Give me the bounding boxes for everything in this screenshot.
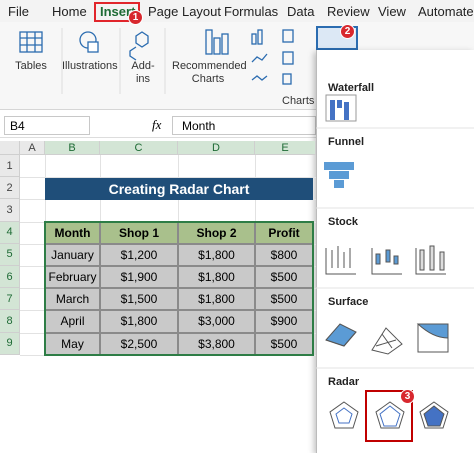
ribbon-tab[interactable]: Data xyxy=(287,4,315,19)
menu-section-label: Radar xyxy=(328,376,360,388)
table-cell: $1,800 xyxy=(178,288,255,311)
row-header: 3 xyxy=(0,199,20,222)
menu-section-label: Waterfall xyxy=(328,82,375,94)
ribbon-label[interactable]: Charts xyxy=(191,73,225,85)
tab-bar xyxy=(0,0,474,22)
fx-label: fx xyxy=(152,117,162,132)
grid-line xyxy=(20,177,316,179)
table-cell: $500 xyxy=(255,266,313,289)
name-box-frame xyxy=(4,116,90,135)
menu-section-label: Funnel xyxy=(328,136,365,148)
table-cell: $1,500 xyxy=(100,288,178,311)
row-header: 9 xyxy=(0,332,20,355)
ribbon-tab[interactable]: View xyxy=(378,4,406,19)
ribbon-tab[interactable]: Home xyxy=(52,4,87,19)
row-header: 4 xyxy=(0,221,20,244)
table-cell: $3,000 xyxy=(178,310,255,333)
ribbon-tab[interactable]: Automate xyxy=(418,4,474,19)
ribbon-label[interactable]: Tables xyxy=(15,60,47,72)
table-cell: March xyxy=(45,288,100,311)
table-header-cell: Profit xyxy=(255,221,313,244)
row-header: 2 xyxy=(0,177,20,200)
step-badge: 2 xyxy=(340,24,355,39)
column-header: D xyxy=(178,141,255,155)
table-outline xyxy=(44,220,314,356)
ribbon-icons xyxy=(19,28,294,94)
row-header: 5 xyxy=(0,243,20,266)
ribbon-tab[interactable]: File xyxy=(8,4,29,19)
name-box[interactable]: B4 xyxy=(10,119,25,133)
table-cell: $1,800 xyxy=(178,266,255,289)
row-header: 7 xyxy=(0,288,20,311)
menu-section-label: Surface xyxy=(328,296,369,308)
title-banner: Creating Radar Chart xyxy=(45,178,313,201)
ribbon-tab[interactable]: Review xyxy=(327,4,370,19)
table-cell: $1,800 xyxy=(178,243,255,266)
column-header: E xyxy=(255,141,316,155)
column-header: B xyxy=(45,141,100,155)
ribbon-tab[interactable]: Insert xyxy=(100,4,136,19)
formula-content[interactable]: Month xyxy=(182,119,216,133)
row-header: 8 xyxy=(0,310,20,333)
table-cell: $1,800 xyxy=(100,310,178,333)
ribbon-label[interactable]: ins xyxy=(135,73,151,85)
ribbon-tab[interactable]: Page Layout xyxy=(148,4,222,19)
column-header: C xyxy=(100,141,178,155)
table-cell: $2,500 xyxy=(100,332,178,355)
chart-menu xyxy=(316,50,474,453)
table-cell: $500 xyxy=(255,288,313,311)
formula-input-frame xyxy=(172,116,316,135)
menu-section-label: Stock xyxy=(328,216,358,228)
corner-header xyxy=(0,141,20,155)
table-cell: $1,200 xyxy=(100,243,178,266)
table-cell: $1,900 xyxy=(100,266,178,289)
ribbon-label[interactable]: Recommended xyxy=(172,60,247,72)
step-badge: 1 xyxy=(128,10,143,25)
row-header: 6 xyxy=(0,266,20,289)
ribbon-tab[interactable]: Formulas xyxy=(224,4,279,19)
ribbon-label[interactable]: Illustrations xyxy=(62,60,118,72)
table-cell: $900 xyxy=(255,310,313,333)
step-badge: 3 xyxy=(400,389,415,404)
ribbon-group-label: Charts xyxy=(282,95,315,107)
chart-menu-icons xyxy=(316,94,474,442)
row-header: 1 xyxy=(0,155,20,178)
table-cell: January xyxy=(45,243,100,266)
table-header-cell: Shop 1 xyxy=(100,221,178,244)
table-cell: February xyxy=(45,266,100,289)
ribbon-label[interactable]: Add- xyxy=(131,60,155,72)
column-header: A xyxy=(20,141,45,155)
